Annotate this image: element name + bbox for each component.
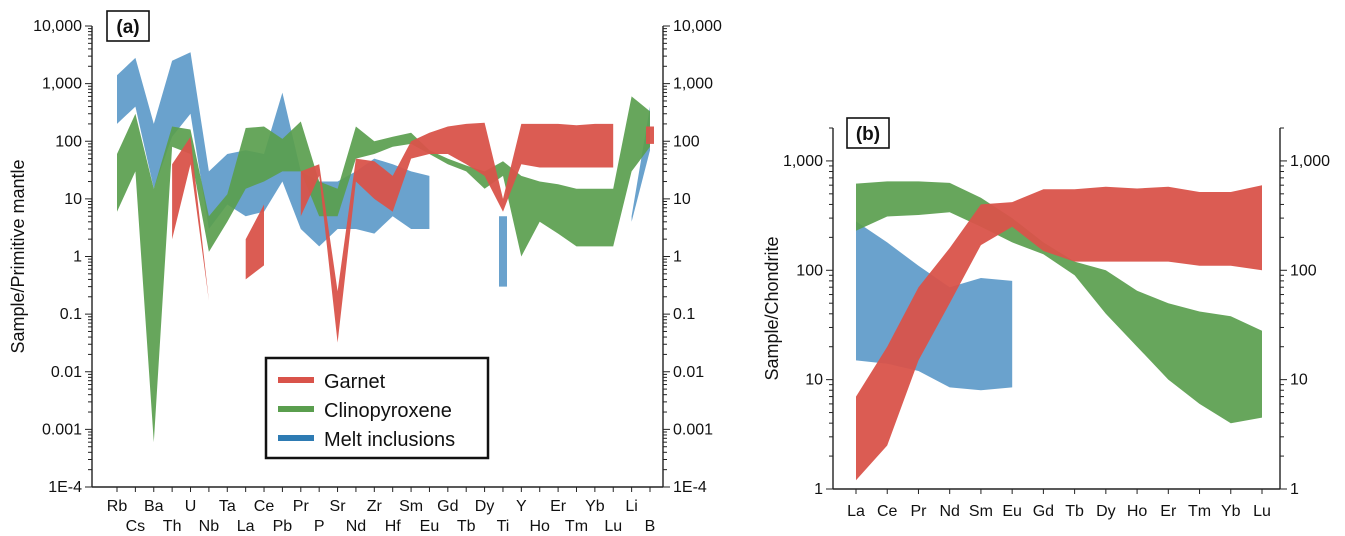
y-tick-label-right: 10,000: [673, 18, 722, 35]
legend-swatch: [278, 435, 314, 441]
y-tick-label-left: 10: [64, 191, 82, 208]
band-garnet-0: [856, 185, 1262, 481]
y-tick-label-left: 1: [73, 249, 82, 266]
band-garnet-2: [300, 122, 614, 343]
band-clinopyroxene-0: [117, 96, 650, 443]
x-category-label: Hf: [385, 518, 402, 535]
band-clinopyroxene-0: [856, 181, 1262, 424]
y-tick-label-left: 10,000: [33, 18, 82, 35]
y-tick-label-left: 1: [814, 481, 823, 498]
panel-a: 1E-4 1E-4 0.001 0.001 0.01 0.01 0.1 0.1 1 1 10 10 10…: [8, 10, 722, 535]
x-category-label: Lu: [1253, 503, 1271, 520]
x-category-label: Dy: [1096, 503, 1116, 520]
x-category-label: Rb: [107, 498, 128, 515]
y-tick-label-right: 0.001: [673, 421, 713, 438]
x-category-label: Ta: [219, 498, 236, 515]
y-tick-label-right: 10: [1290, 372, 1308, 389]
x-category-label: Nd: [346, 518, 366, 535]
y-tick-label-right: 0.01: [673, 364, 704, 381]
legend: Garnet Clinopyroxene Melt inclusions: [264, 356, 490, 460]
panel-b: 1 1 10 10 100 100 1,000 1,000 La Ce Pr Nd Sm Eu Gd Tb Dy…: [762, 117, 1330, 520]
x-category-label: B: [645, 518, 656, 535]
panel-tag-box: [846, 117, 890, 149]
x-category-label: Sm: [969, 503, 993, 520]
x-category-label: Ba: [144, 498, 164, 515]
x-category-label: Yb: [1221, 503, 1241, 520]
x-category-label: Tm: [1188, 503, 1211, 520]
y-tick-label-left: 0.01: [51, 364, 82, 381]
y-tick-label-right: 10: [673, 191, 691, 208]
x-category-label: Nb: [199, 518, 220, 535]
x-category-label: Gd: [437, 498, 458, 515]
legend-box: [264, 356, 490, 460]
band-garnet-3: [646, 126, 654, 144]
y-tick-label-right: 0.1: [673, 306, 695, 323]
y-tick-label-left: 0.1: [60, 306, 82, 323]
y-tick-label-left: 1E-4: [48, 479, 82, 496]
panel-tag: (b): [856, 124, 880, 145]
x-category-label: Eu: [1002, 503, 1022, 520]
x-category-label: P: [314, 518, 325, 535]
y-tick-label-left: 1,000: [42, 76, 82, 93]
x-category-label: Tb: [457, 518, 476, 535]
x-category-label: Li: [625, 498, 637, 515]
y-tick-label-right: 1: [673, 249, 682, 266]
legend-entry: Melt inclusions: [324, 429, 455, 451]
y-tick-label-right: 100: [1290, 262, 1317, 279]
legend-swatch: [278, 377, 314, 383]
x-category-label: Eu: [420, 518, 440, 535]
x-category-label: Lu: [604, 518, 622, 535]
y-tick-label-right: 1,000: [673, 76, 713, 93]
y-tick-label-left: 1,000: [783, 153, 823, 170]
x-category-label: Pr: [910, 503, 927, 520]
y-tick-label-right: 1,000: [1290, 153, 1330, 170]
panel-tag-box: [106, 10, 150, 42]
y-tick-label-right: 100: [673, 133, 700, 150]
x-category-label: Gd: [1033, 503, 1054, 520]
y-tick-label-right: 1E-4: [673, 479, 707, 496]
x-category-label: Y: [516, 498, 527, 515]
y-axis-title: Sample/Primitive mantle: [8, 159, 28, 353]
x-category-label: Ho: [529, 518, 550, 535]
x-category-label: Ce: [254, 498, 275, 515]
x-category-label: La: [237, 518, 255, 535]
y-tick-label-left: 100: [55, 133, 82, 150]
x-category-label: U: [185, 498, 197, 515]
x-category-label: Tb: [1065, 503, 1084, 520]
band-garnet-0: [172, 136, 209, 301]
x-category-label: Ce: [877, 503, 898, 520]
x-category-label: Th: [163, 518, 182, 535]
x-category-label: Nd: [939, 503, 959, 520]
x-category-label: Sr: [330, 498, 347, 515]
y-tick-label-left: 0.001: [42, 421, 82, 438]
y-axis-title: Sample/Chondrite: [762, 236, 782, 380]
x-category-label: Dy: [475, 498, 495, 515]
x-category-label: Pr: [293, 498, 310, 515]
x-category-label: Pb: [273, 518, 293, 535]
x-category-label: Sm: [399, 498, 423, 515]
y-tick-label-left: 100: [796, 262, 823, 279]
legend-entry: Clinopyroxene: [324, 400, 452, 422]
legend-entry: Garnet: [324, 371, 386, 393]
x-category-label: Yb: [585, 498, 605, 515]
y-tick-label-left: 10: [805, 372, 823, 389]
x-category-label: La: [847, 503, 865, 520]
x-category-label: Tm: [565, 518, 588, 535]
legend-swatch: [278, 406, 314, 412]
x-category-label: Er: [550, 498, 567, 515]
panel-tag: (a): [116, 17, 139, 38]
x-category-label: Ti: [497, 518, 510, 535]
y-tick-label-right: 1: [1290, 481, 1299, 498]
x-category-label: Er: [1160, 503, 1177, 520]
x-category-label: Zr: [367, 498, 383, 515]
band-melt-inclusions-1: [499, 216, 507, 287]
band-garnet-1: [245, 204, 264, 280]
x-category-label: Ho: [1127, 503, 1148, 520]
x-category-label: Cs: [126, 518, 146, 535]
